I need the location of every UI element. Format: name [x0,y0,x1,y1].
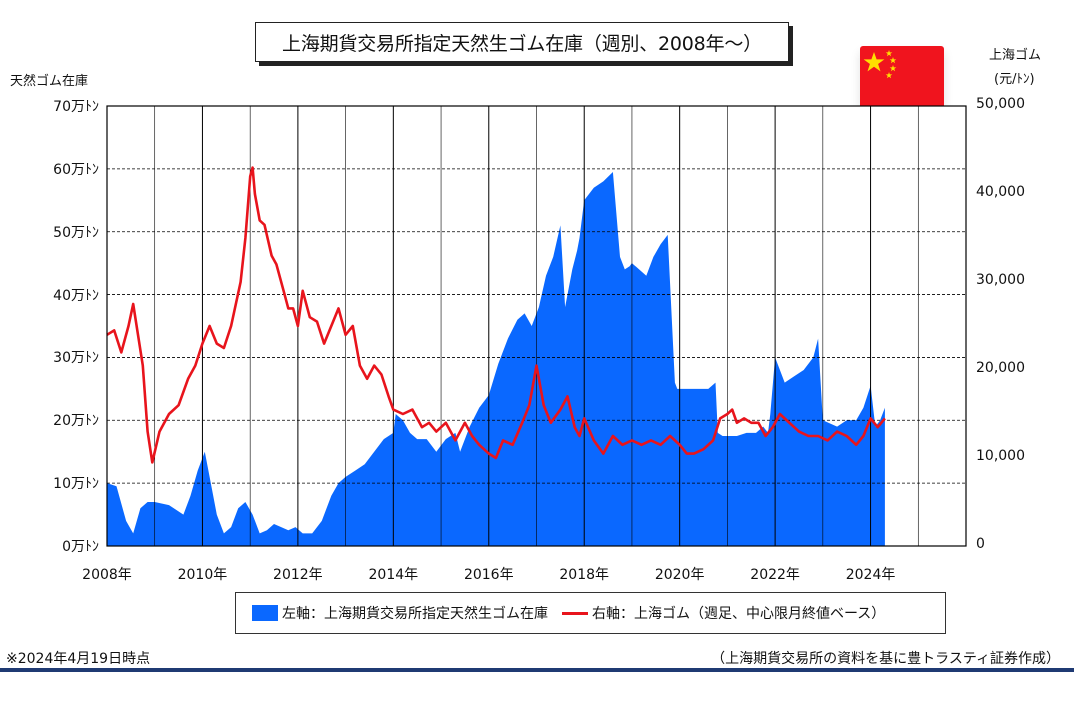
left-tick-label: 0万ﾄﾝ [62,539,99,555]
legend-label-inventory: 左軸：上海期貨交易所指定天然生ゴム在庫 [282,606,548,622]
flag-small-star [885,50,893,57]
left-tick-label: 50万ﾄﾝ [53,224,99,241]
legend-label-price: 右軸：上海ゴム（週足、中心限月終値ベース） [592,606,886,622]
x-tick-label: 2020年 [654,567,705,583]
right-tick-label: 50,000 [976,96,1025,112]
left-tick-label: 20万ﾄﾝ [53,413,99,430]
right-tick-label: 40,000 [976,184,1025,200]
flag-small-star [889,65,897,72]
right-axis-unit: (元/ﾄﾝ) [994,72,1035,87]
x-tick-label: 2018年 [559,567,610,583]
legend: 左軸：上海期貨交易所指定天然生ゴム在庫 右軸：上海ゴム（週足、中心限月終値ベース… [235,592,946,634]
right-tick-label: 20,000 [976,360,1025,376]
left-tick-label: 30万ﾄﾝ [53,350,99,367]
china-flag-icon [860,46,944,110]
x-tick-label: 2024年 [845,567,896,583]
bottom-rule [0,668,1074,672]
right-axis-title: 上海ゴム [989,48,1042,63]
right-tick-label: 30,000 [976,272,1025,288]
left-axis-title: 天然ゴム在庫 [10,74,89,89]
x-tick-label: 2022年 [750,567,800,583]
x-tick-label: 2014年 [368,567,419,583]
left-tick-label: 70万ﾄﾝ [53,99,99,115]
x-tick-label: 2012年 [273,567,323,583]
date-note: ※2024年4月19日時点 [6,651,151,667]
right-tick-label: 0 [976,536,985,552]
left-tick-label: 60万ﾄﾝ [53,161,99,178]
left-tick-label: 10万ﾄﾝ [53,476,99,493]
legend-swatch-price [562,611,588,615]
price-line-series [106,166,886,464]
chart-title: 上海期貨交易所指定天然生ゴム在庫（週別、2008年〜） [255,22,789,62]
right-tick-label: 10,000 [976,448,1025,464]
legend-swatch-inventory [252,605,278,621]
x-tick-label: 2010年 [177,567,228,583]
flag-small-star [889,57,897,64]
plot-frame [106,105,967,547]
x-tick-label: 2016年 [463,567,514,583]
source-note: （上海期貨交易所の資料を基に豊トラスティ証券作成） [711,651,1060,667]
left-tick-label: 40万ﾄﾝ [53,287,99,304]
flag-big-star [863,52,885,72]
x-tick-label: 2008年 [82,567,132,583]
flag-small-star [885,72,893,79]
